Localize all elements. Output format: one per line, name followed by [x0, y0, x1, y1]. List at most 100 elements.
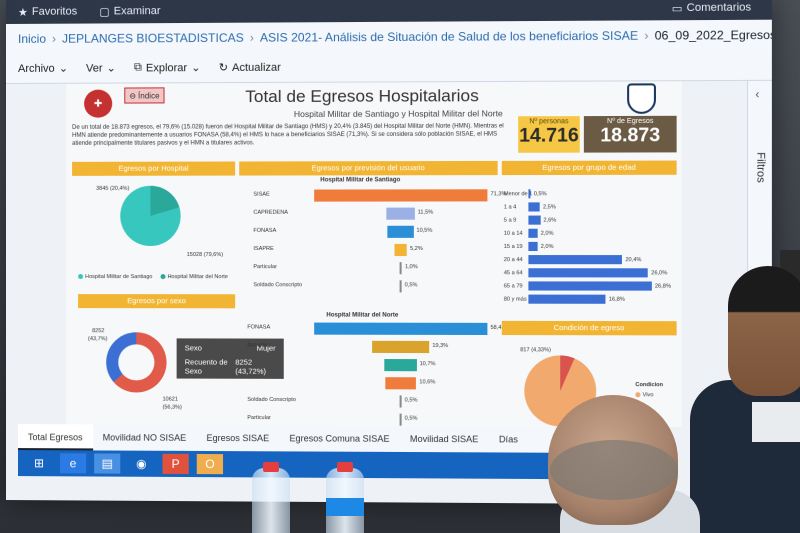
- windows-start-icon[interactable]: ⊞: [26, 453, 52, 473]
- report-title: Total de Egresos Hospitalarios: [245, 86, 479, 107]
- bar[interactable]: [400, 395, 402, 407]
- bar[interactable]: [528, 189, 530, 198]
- hmn-bar-title: Hospital Militar del Norte: [326, 312, 398, 318]
- bar-value-label: 20,4%: [625, 257, 641, 263]
- donut-label-top-pct: (43,7%): [88, 336, 107, 342]
- chevron-left-icon[interactable]: ‹: [755, 87, 759, 101]
- bar-value-label: 0,5%: [405, 416, 418, 422]
- donut-label-top: 8252: [92, 328, 104, 334]
- bar[interactable]: [528, 229, 537, 238]
- bar[interactable]: [528, 255, 622, 264]
- powerpoint-icon[interactable]: P: [163, 454, 189, 474]
- bar-value-label: 2,0%: [541, 244, 554, 250]
- bar[interactable]: [314, 323, 487, 335]
- breadcrumb-report[interactable]: ASIS 2021- Análisis de Situación de Salu…: [260, 29, 638, 45]
- bar-category-label: 65 a 79: [504, 283, 523, 289]
- bar[interactable]: [372, 341, 429, 353]
- bar[interactable]: [388, 226, 414, 238]
- tab-movilidad-no-sisae[interactable]: Movilidad NO SISAE: [93, 424, 197, 451]
- bar[interactable]: [387, 208, 415, 220]
- bar[interactable]: [314, 189, 487, 201]
- bar-category-label: CAPREDENA: [253, 210, 288, 216]
- gray-hair: [550, 440, 678, 500]
- bar[interactable]: [400, 414, 402, 426]
- comments-button[interactable]: ▭ Comentarios: [672, 1, 751, 15]
- breadcrumb-inicio[interactable]: Inicio: [18, 32, 46, 46]
- comment-icon: ▭: [672, 1, 683, 14]
- tab-egresos-sisae[interactable]: Egresos SISAE: [196, 425, 279, 452]
- bar[interactable]: [528, 281, 651, 290]
- bar-category-label: FONASA: [253, 228, 276, 234]
- bar-category-label: Soldado Conscripto: [247, 397, 296, 403]
- bar-value-label: 11,5%: [418, 210, 433, 216]
- chevron-down-icon: ⌄: [59, 62, 68, 75]
- legend-item-hmn[interactable]: Hospital Militar del Norte: [160, 274, 228, 280]
- bar[interactable]: [385, 377, 416, 389]
- header-egresos-hospital: Egresos por Hospital: [72, 161, 235, 175]
- legend-dot: [78, 274, 83, 279]
- bottle-cap: [337, 462, 353, 472]
- file-explorer-icon[interactable]: ▤: [94, 453, 120, 473]
- internet-explorer-icon[interactable]: e: [60, 453, 86, 473]
- bar[interactable]: [528, 268, 648, 277]
- back-arrow-icon: ⊖: [129, 91, 136, 100]
- indice-button[interactable]: ⊖ Índice: [124, 87, 164, 103]
- header-egresos-edad: Egresos por grupo de edad: [502, 161, 677, 176]
- archivo-menu[interactable]: Archivo ⌄: [18, 62, 68, 75]
- star-icon: ★: [18, 5, 28, 18]
- bar-value-label: 0,5%: [534, 191, 547, 197]
- breadcrumb-current: 06_09_2022_Egresos Hospi...: [655, 28, 772, 43]
- bottle-label: [326, 498, 364, 516]
- donut-label-bottom-pct: (56,3%): [163, 405, 182, 411]
- bar-category-label: FONASA: [247, 324, 270, 330]
- office-app-icon[interactable]: O: [197, 454, 223, 474]
- legend-item-hms[interactable]: Hospital Militar de Santiago: [78, 274, 152, 280]
- bar-category-label: 20 a 44: [504, 257, 523, 263]
- bar[interactable]: [399, 262, 401, 274]
- header-condicion-egreso: Condición de egreso: [502, 321, 677, 336]
- bar-value-label: 10,5%: [416, 228, 432, 234]
- condicion-legend-title: Condicion: [635, 382, 663, 388]
- tab-dias[interactable]: Días: [489, 426, 528, 453]
- bar-category-label: 15 a 19: [504, 244, 523, 250]
- tab-movilidad-sisae[interactable]: Movilidad SISAE: [400, 426, 489, 453]
- pie-legend: Hospital Militar de Santiago Hospital Mi…: [78, 274, 228, 280]
- bar-value-label: 16,8%: [609, 297, 625, 303]
- ver-menu[interactable]: Ver ⌄: [86, 61, 116, 74]
- explorar-menu[interactable]: ⧉ Explorar ⌄: [134, 61, 201, 74]
- bar[interactable]: [528, 295, 605, 304]
- bar[interactable]: [528, 242, 537, 251]
- bar[interactable]: [400, 280, 402, 292]
- breadcrumb-workspace[interactable]: JEPLANGES BIOESTADISTICAS: [62, 31, 244, 46]
- header-egresos-prevision: Egresos por previsión del usuario: [239, 161, 497, 176]
- bar-category-label: 1 a 4: [504, 204, 517, 210]
- donut-label-bottom: 10621: [163, 397, 178, 403]
- examinar-button[interactable]: ▢ Examinar: [99, 5, 160, 18]
- bar-category-label: 5 a 9: [504, 218, 517, 224]
- refresh-icon: ↻: [219, 61, 228, 74]
- bar[interactable]: [528, 216, 540, 225]
- bar[interactable]: [385, 359, 417, 371]
- tab-total-egresos[interactable]: Total Egresos: [18, 424, 93, 450]
- page-icon: ▢: [99, 5, 109, 18]
- bar-category-label: Particular: [253, 264, 277, 270]
- hospital-logo: ✚: [84, 90, 112, 118]
- bottle-cap: [263, 462, 279, 472]
- tab-egresos-comuna-sisae[interactable]: Egresos Comuna SISAE: [279, 425, 399, 452]
- report-canvas: ✚ ⊖ Índice Total de Egresos Hospitalarios…: [66, 81, 682, 427]
- bar[interactable]: [528, 202, 539, 211]
- water-bottle: [252, 468, 290, 533]
- bar[interactable]: [394, 244, 407, 256]
- person-dark-hair-head: [728, 266, 800, 396]
- bar-category-label: Soldado Conscripto: [253, 282, 302, 288]
- chrome-icon[interactable]: ◉: [128, 454, 154, 474]
- actualizar-button[interactable]: ↻ Actualizar: [219, 61, 281, 74]
- bar-value-label: 10,6%: [419, 379, 435, 385]
- bar-value-label: 0,5%: [405, 397, 418, 403]
- favorites-button[interactable]: ★ Favoritos: [18, 5, 77, 18]
- shirt-collar: [752, 402, 800, 442]
- hms-bar-title: Hospital Militar de Santiago: [320, 177, 400, 183]
- pie-egresos-hospital[interactable]: [120, 186, 180, 246]
- chevron-right-icon: ›: [250, 31, 254, 45]
- donut-egresos-sexo[interactable]: [106, 332, 166, 392]
